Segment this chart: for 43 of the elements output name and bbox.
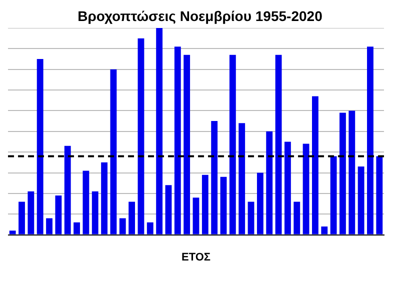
bar	[55, 196, 62, 234]
bar	[238, 123, 246, 234]
bar	[192, 198, 200, 234]
bar	[165, 185, 172, 234]
bar	[101, 162, 108, 234]
bar	[18, 202, 25, 234]
bar	[174, 46, 181, 234]
bar	[284, 142, 291, 234]
chart-title: Βροχοπτώσεις Νοεμβρίου 1955-2020	[76, 8, 324, 24]
bar	[146, 222, 154, 234]
bar	[28, 191, 34, 234]
bar	[340, 112, 346, 234]
bar	[367, 46, 374, 234]
bar	[312, 96, 318, 234]
bar	[248, 202, 254, 234]
bar	[128, 202, 136, 234]
bar	[36, 59, 44, 234]
bar	[358, 166, 364, 234]
bar	[302, 144, 310, 234]
bar	[294, 202, 300, 234]
bar	[82, 170, 90, 234]
x-axis-title: ΕΤΟΣ	[181, 251, 211, 264]
bar	[275, 54, 282, 234]
bar	[266, 131, 273, 234]
bar	[184, 54, 190, 234]
bar	[46, 218, 52, 234]
bar	[330, 156, 337, 234]
bar	[229, 54, 236, 234]
bar	[110, 69, 117, 234]
bar	[202, 174, 208, 234]
bar	[9, 230, 16, 234]
bar	[74, 222, 80, 234]
bar	[211, 121, 218, 234]
bar	[256, 172, 264, 234]
bar	[348, 110, 356, 234]
bar	[376, 156, 383, 234]
bar	[92, 191, 98, 234]
bar	[220, 176, 227, 234]
bar	[119, 218, 126, 234]
bar	[64, 146, 71, 234]
bar	[321, 226, 328, 234]
bar	[138, 38, 144, 234]
bar	[156, 28, 163, 234]
